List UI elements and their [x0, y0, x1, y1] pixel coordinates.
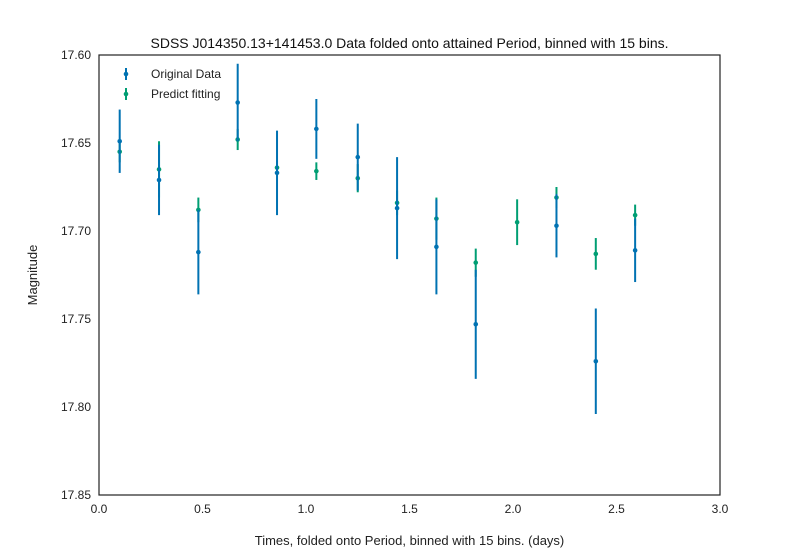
y-axis: 17.60 17.65 17.70 17.75 17.80 17.85 [61, 48, 91, 502]
data-point [274, 170, 280, 176]
x-tick-label: 2.5 [608, 502, 625, 516]
data-point [314, 126, 319, 132]
y-tick-label: 17.70 [61, 224, 91, 238]
plot-frame [98, 54, 721, 496]
series-predict-fitting [117, 128, 638, 277]
y-tick-label: 17.60 [61, 48, 91, 62]
data-point [355, 154, 361, 160]
data-point [554, 223, 559, 229]
legend: Original Data Predict fitting [123, 67, 221, 101]
x-tick-label: 1.5 [401, 502, 418, 516]
chart-title: SDSS J014350.13+141453.0 Data folded ont… [151, 35, 669, 51]
y-axis-label: Magnitude [25, 245, 40, 306]
x-tick-label: 0.5 [194, 502, 211, 516]
data-point [632, 248, 638, 253]
legend-label: Predict fitting [151, 87, 220, 101]
data-point [473, 321, 479, 327]
data-point [434, 244, 439, 250]
legend-item: Original Data [123, 67, 221, 81]
data-point [473, 260, 479, 265]
data-point [632, 212, 638, 218]
y-tick-label: 17.80 [61, 400, 91, 414]
data-point [196, 249, 201, 255]
x-axis-label: Times, folded onto Period, binned with 1… [255, 533, 565, 548]
data-point [593, 358, 599, 364]
legend-marker-dot [123, 71, 129, 77]
data-point [514, 219, 520, 225]
plot-area [117, 63, 638, 415]
series-original-data [117, 63, 638, 415]
data-point [314, 168, 319, 174]
y-tick-label: 17.65 [61, 136, 91, 150]
legend-label: Original Data [151, 67, 221, 81]
data-point [235, 100, 240, 105]
x-axis: 0.0 0.5 1.0 1.5 2.0 2.5 3.0 [91, 502, 729, 516]
data-point [117, 138, 122, 144]
x-tick-label: 1.0 [298, 502, 315, 516]
y-tick-label: 17.85 [61, 488, 91, 502]
y-tick-label: 17.75 [61, 312, 91, 326]
legend-item: Predict fitting [123, 87, 220, 101]
data-point [593, 251, 599, 257]
data-point [394, 205, 400, 211]
x-tick-label: 2.0 [505, 502, 522, 516]
x-tick-label: 0.0 [91, 502, 108, 516]
data-point [156, 177, 162, 183]
legend-marker-dot [123, 91, 129, 97]
x-tick-label: 3.0 [712, 502, 729, 516]
